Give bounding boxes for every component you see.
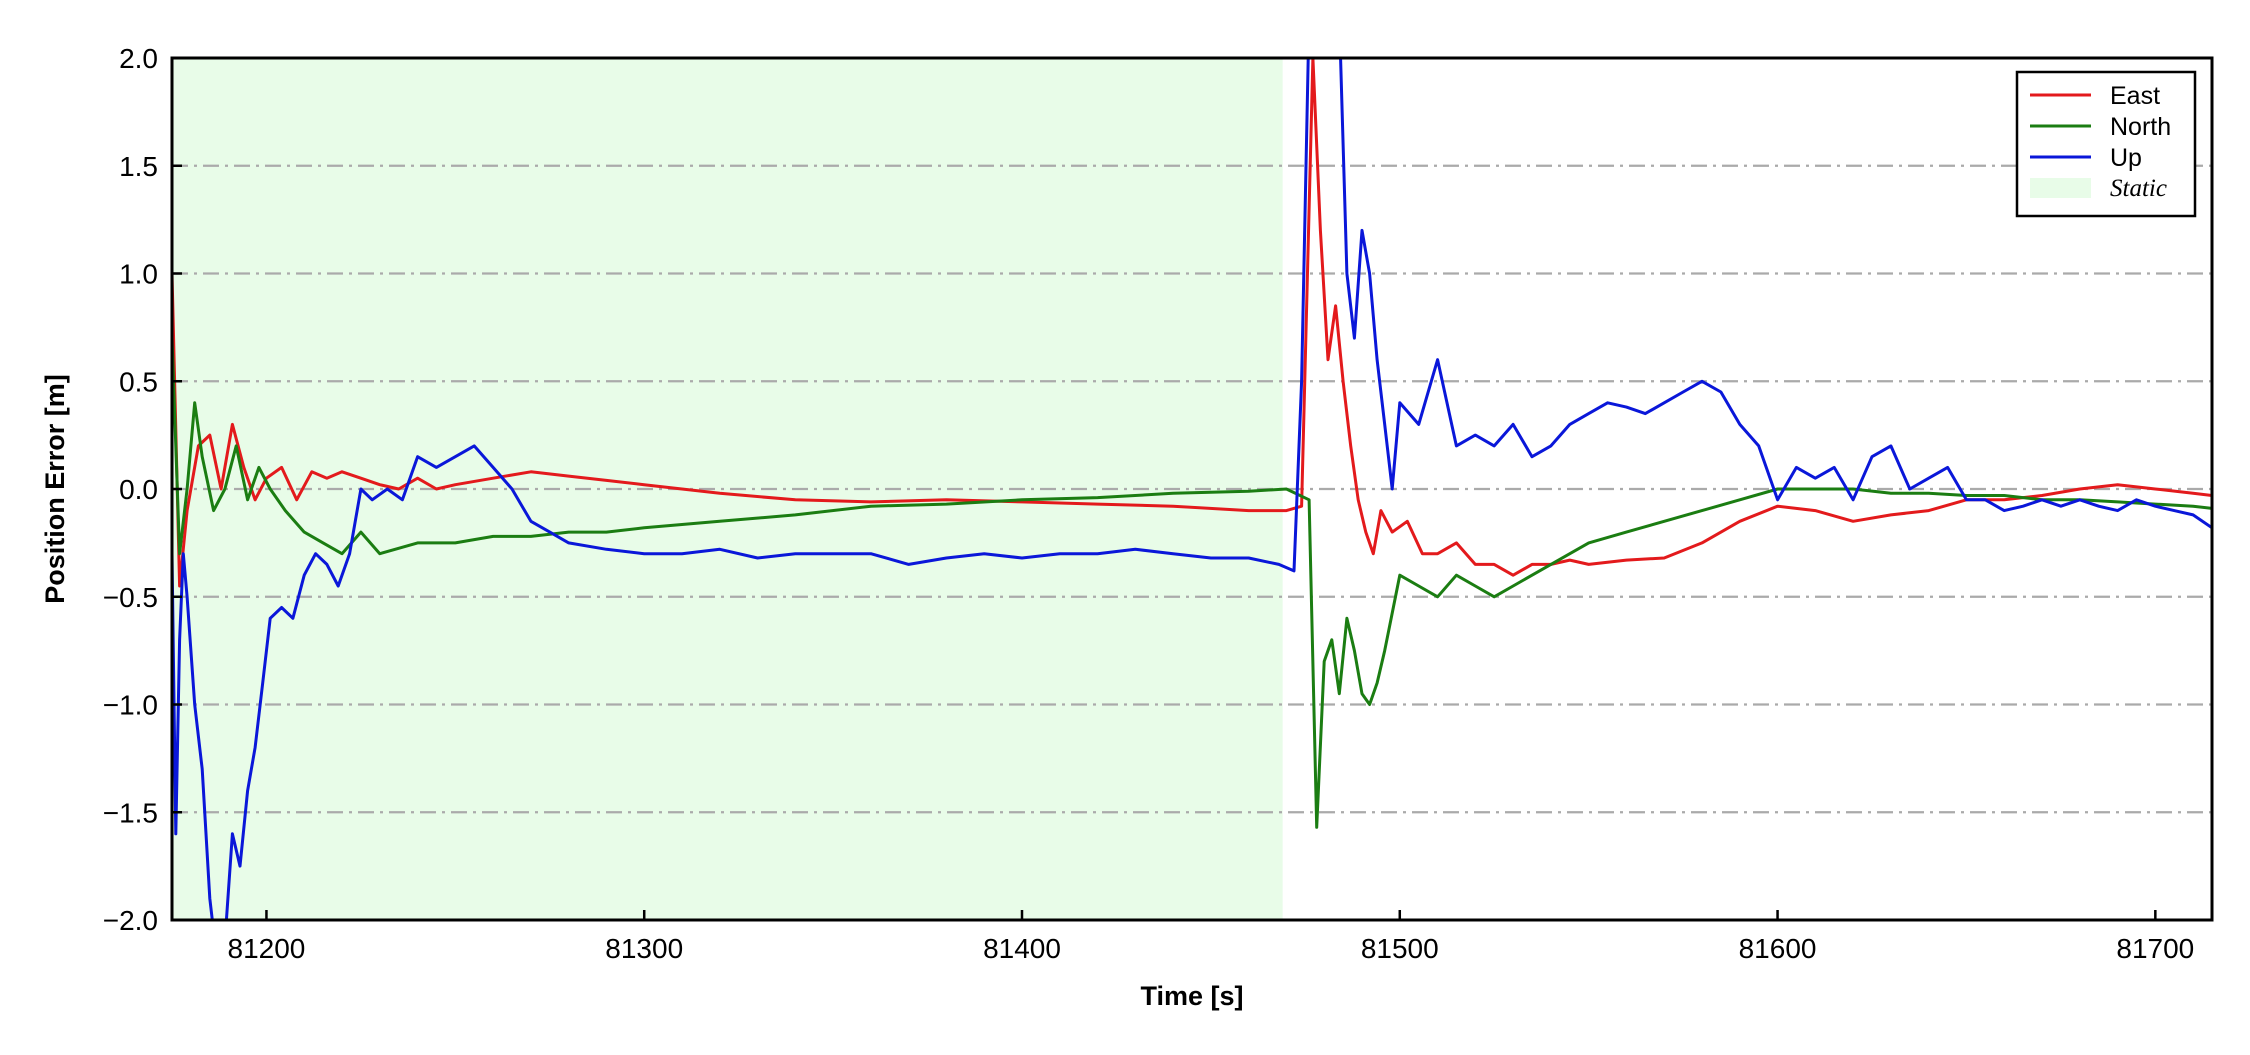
x-tick-label: 81200 (228, 933, 306, 964)
series-line-up (172, 58, 2212, 920)
y-tick-label: 1.5 (119, 151, 158, 182)
y-tick-label: 1.0 (119, 259, 158, 290)
x-tick-label: 81400 (983, 933, 1061, 964)
y-tick-label: 0.5 (119, 366, 158, 397)
x-tick-label: 81500 (1361, 933, 1439, 964)
y-tick-label: −2.0 (103, 905, 158, 936)
x-tick-label: 81700 (2116, 933, 2194, 964)
legend-up-label: Up (2110, 144, 2142, 172)
static-region (172, 58, 1283, 920)
legend-east-label: East (2110, 82, 2160, 110)
y-tick-label: −1.5 (103, 797, 158, 828)
legend: East North Up Static (2015, 70, 2197, 218)
y-tick-label: 2.0 (119, 43, 158, 74)
y-tick-label: 0.0 (119, 474, 158, 505)
legend-static-label: Static (2110, 175, 2167, 202)
x-axis-title: Time [s] (1140, 981, 1243, 1011)
x-tick-label: 81600 (1739, 933, 1817, 964)
legend-north-label: North (2110, 113, 2171, 141)
y-tick-label: −0.5 (103, 582, 158, 613)
x-tick-label: 81300 (605, 933, 683, 964)
static-region-layer (172, 58, 1283, 920)
y-axis-title: Position Error [m] (40, 374, 70, 604)
legend-static-swatch (2030, 178, 2091, 198)
series-line-east (172, 58, 2212, 588)
ticks-layer: 81200 81300 81400 81500 81600 81700 −2.0 −1.5 −1… (103, 43, 2195, 964)
series-layer (172, 58, 2212, 920)
y-tick-label: −1.0 (103, 690, 158, 721)
